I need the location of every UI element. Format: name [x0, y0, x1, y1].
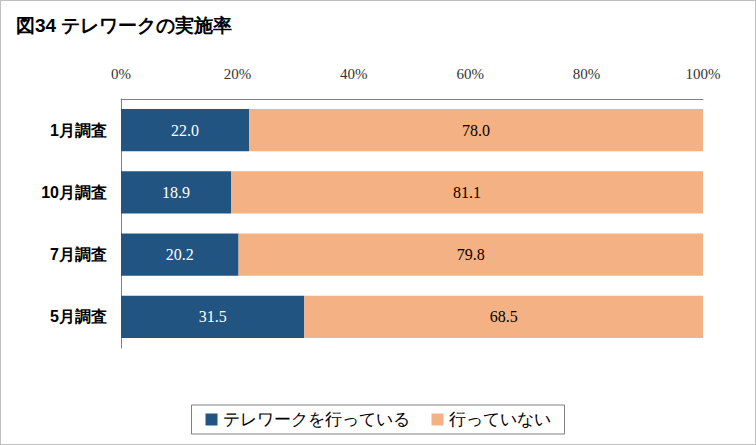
svg-text:行っていない: 行っていない — [449, 410, 551, 429]
svg-text:22.0: 22.0 — [171, 122, 199, 139]
svg-text:0%: 0% — [111, 66, 131, 82]
svg-text:31.5: 31.5 — [199, 308, 227, 325]
svg-text:1月調査: 1月調査 — [50, 122, 107, 139]
svg-text:81.1: 81.1 — [453, 184, 481, 201]
svg-text:20.2: 20.2 — [166, 246, 194, 263]
svg-text:40%: 40% — [340, 66, 368, 82]
svg-text:80%: 80% — [573, 66, 601, 82]
svg-text:60%: 60% — [456, 66, 484, 82]
svg-text:20%: 20% — [224, 66, 252, 82]
svg-text:68.5: 68.5 — [490, 308, 518, 325]
svg-text:78.0: 78.0 — [462, 122, 490, 139]
svg-text:テレワークを行っている: テレワークを行っている — [223, 410, 410, 429]
svg-text:10月調査: 10月調査 — [41, 184, 107, 201]
svg-text:7月調査: 7月調査 — [50, 246, 107, 263]
svg-text:図34 テレワークの実施率: 図34 テレワークの実施率 — [16, 15, 232, 36]
svg-text:79.8: 79.8 — [457, 246, 485, 263]
svg-text:100%: 100% — [686, 66, 721, 82]
svg-text:18.9: 18.9 — [162, 184, 190, 201]
svg-text:5月調査: 5月調査 — [50, 308, 107, 325]
